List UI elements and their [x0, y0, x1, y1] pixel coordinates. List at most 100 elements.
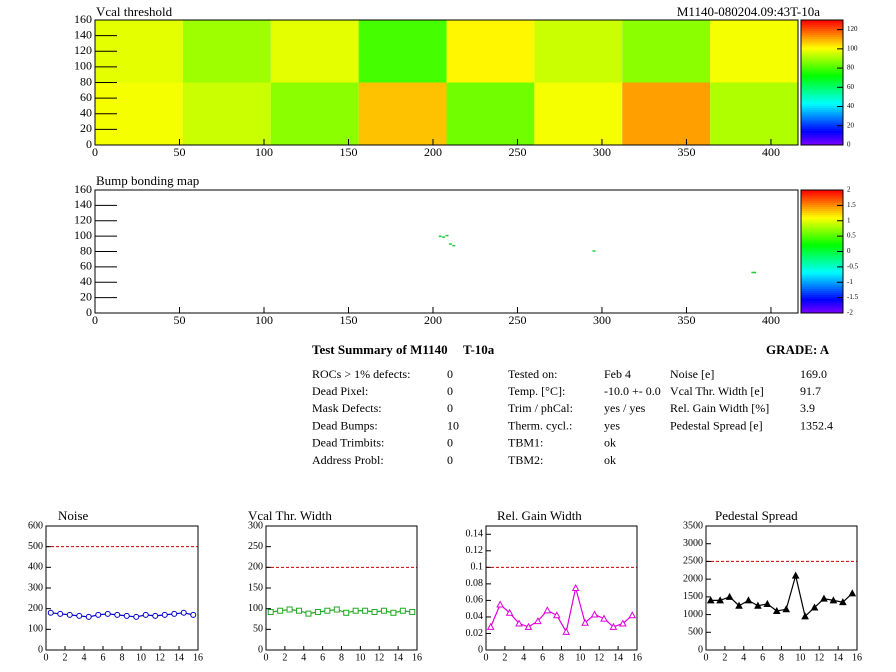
colorbar-step — [801, 274, 843, 277]
colorbar-step — [801, 259, 843, 263]
marker — [104, 610, 111, 617]
y-tick-label: 0 — [698, 644, 703, 655]
colorbar-label: 40 — [847, 102, 855, 110]
dead-bump — [753, 271, 757, 274]
marker — [590, 610, 599, 618]
y-tick-label: 250 — [248, 541, 263, 552]
colorbar-step — [801, 111, 843, 115]
marker — [754, 601, 762, 609]
marker — [409, 608, 416, 615]
x-tick-label: 400 — [762, 313, 780, 327]
marker — [57, 610, 64, 617]
marker — [267, 608, 274, 615]
summary-value: 91.7 — [800, 384, 821, 398]
heat-cell — [710, 82, 798, 145]
marker — [581, 618, 589, 626]
colorbar-label: 20 — [847, 121, 855, 129]
colorbar-step — [801, 196, 843, 199]
heat-cell — [182, 20, 271, 83]
colorbar-step — [801, 276, 843, 279]
colorbar-step — [801, 294, 843, 298]
colorbar-step — [801, 226, 843, 230]
y-tick-label: 160 — [74, 12, 92, 26]
colorbar-step — [801, 142, 843, 146]
x-tick-label: 6 — [320, 652, 325, 663]
colorbar-step — [801, 290, 843, 293]
colorbar-label: 120 — [847, 25, 858, 33]
marker — [305, 610, 312, 617]
colorbar-step — [801, 38, 843, 42]
colorbar-step — [801, 247, 843, 250]
colorbar-step — [801, 45, 843, 48]
colorbar-step — [801, 284, 843, 287]
colorbar-step — [801, 30, 843, 33]
colorbar-label: -0.5 — [847, 262, 859, 270]
colorbar-step — [801, 249, 843, 252]
y-tick-label: 100 — [74, 228, 92, 242]
marker — [133, 613, 140, 620]
dead-bump — [448, 243, 452, 245]
y-tick-label: 3500 — [683, 520, 703, 531]
colorbar-label: -1.5 — [847, 293, 859, 301]
y-tick-label: 40 — [80, 274, 92, 288]
header: M1140-080204.09:43T-10a — [677, 4, 820, 19]
x-tick-label: 300 — [593, 313, 611, 327]
marker — [123, 612, 130, 619]
summary-value: 0 — [447, 436, 453, 450]
summary-label: TBM2: — [508, 453, 543, 467]
marker — [47, 609, 54, 616]
summary-label: Dead Trimbits: — [312, 436, 384, 450]
marker — [362, 607, 369, 614]
summary-value: 0 — [447, 453, 453, 467]
summary-tag: T-10a — [463, 342, 495, 357]
colorbar-step — [801, 204, 843, 207]
colorbar-frame — [800, 19, 844, 146]
colorbar-step — [801, 239, 843, 242]
summary-value: 169.0 — [800, 367, 827, 381]
marker — [763, 599, 772, 607]
colorbar-step — [801, 80, 843, 83]
marker — [486, 622, 495, 630]
colorbar-step — [801, 304, 843, 308]
marker — [534, 617, 542, 625]
y-tick-label: 200 — [248, 562, 263, 573]
marker — [619, 619, 627, 627]
dead-bump — [438, 235, 442, 238]
marker — [562, 627, 571, 635]
colorbar-step — [801, 190, 843, 193]
colorbar-step — [801, 138, 843, 142]
marker — [848, 589, 857, 597]
summary-value: ok — [604, 453, 616, 467]
chart-title: Vcal Thr. Width — [248, 508, 332, 523]
colorbar-step — [801, 103, 843, 106]
x-tick-label: 8 — [120, 652, 125, 663]
x-tick-label: 4 — [82, 652, 87, 663]
marker — [296, 607, 303, 614]
x-tick-label: 100 — [255, 145, 273, 159]
colorbar-step — [801, 61, 843, 65]
x-tick-label: 16 — [193, 652, 203, 663]
x-tick-label: 16 — [412, 652, 422, 663]
colorbar-step — [801, 208, 843, 211]
marker — [716, 596, 724, 604]
summary-label: Dead Bumps: — [312, 418, 378, 432]
x-tick-label: 0 — [92, 145, 98, 159]
x-tick-label: 350 — [677, 313, 695, 327]
colorbar-step — [801, 63, 843, 67]
heat-cell — [358, 82, 447, 145]
marker — [314, 608, 321, 615]
colorbar-step — [801, 241, 843, 244]
colorbar-label: 100 — [847, 44, 858, 52]
colorbar-step — [801, 206, 843, 209]
colorbar-step — [801, 24, 843, 27]
y-tick-label: 40 — [80, 106, 92, 120]
y-tick-label: 50 — [253, 624, 263, 635]
colorbar-step — [801, 113, 843, 117]
x-tick-label: 12 — [374, 652, 384, 663]
heat-cell — [446, 82, 535, 145]
y-tick-label: 300 — [28, 582, 43, 593]
x-tick-label: 4 — [521, 652, 526, 663]
summary-value: 1352.4 — [800, 418, 833, 432]
marker — [571, 583, 580, 591]
